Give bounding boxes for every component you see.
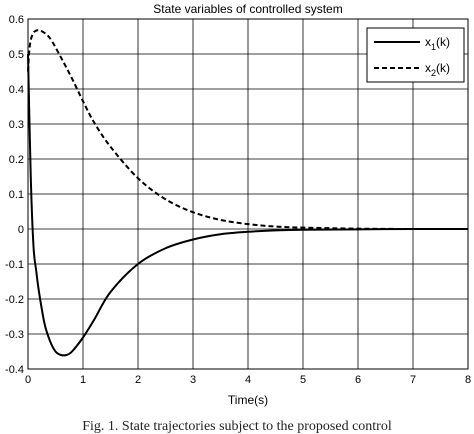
- y-tick-label: 0.4: [9, 84, 24, 96]
- legend: x1(k) x2(k): [366, 27, 465, 83]
- series-line-1: [27, 53, 469, 357]
- x-tick-label: 1: [80, 374, 86, 386]
- x-tick-label: 4: [245, 374, 251, 386]
- x-tick-label: 3: [190, 374, 196, 386]
- legend-label-x2: x2(k): [425, 61, 450, 78]
- figure-caption: Fig. 1. State trajectories subject to th…: [82, 419, 392, 434]
- legend-box: [366, 27, 465, 83]
- y-tick-label: 0.3: [9, 119, 24, 131]
- y-tick-label: 0: [18, 224, 24, 236]
- legend-label-x1: x1(k): [425, 35, 450, 52]
- series-lines: [27, 29, 469, 357]
- y-tick-label: -0.1: [5, 259, 24, 271]
- x-tick-label: 5: [300, 374, 306, 386]
- y-tick-label: 0.1: [9, 189, 24, 201]
- x-tick-label: 7: [410, 374, 416, 386]
- x-tick-label: 2: [135, 374, 141, 386]
- y-tick-label: 0.2: [9, 154, 24, 166]
- x-tick-label: 0: [25, 374, 31, 386]
- x-axis-label: Time(s): [228, 393, 268, 407]
- chart-title: State variables of controlled system: [153, 2, 342, 16]
- x-tick-label: 6: [355, 374, 361, 386]
- y-tick-label: 0.6: [9, 14, 24, 26]
- y-axis: -0.4 -0.3 -0.2 -0.1 0 0.1 0.2 0.3 0.4 0.5 0.6: [5, 14, 24, 376]
- y-tick-label: -0.2: [5, 294, 24, 306]
- series-line-2: [27, 29, 469, 231]
- grid-lines: [28, 19, 468, 369]
- x-axis: 0 1 2 3 4 5 6 7 8: [25, 374, 471, 386]
- y-tick-label: 0.5: [9, 49, 24, 61]
- x-tick-label: 8: [465, 374, 471, 386]
- y-tick-label: -0.3: [5, 329, 24, 341]
- plot-frame: [27, 18, 469, 370]
- y-tick-label: -0.4: [5, 364, 24, 376]
